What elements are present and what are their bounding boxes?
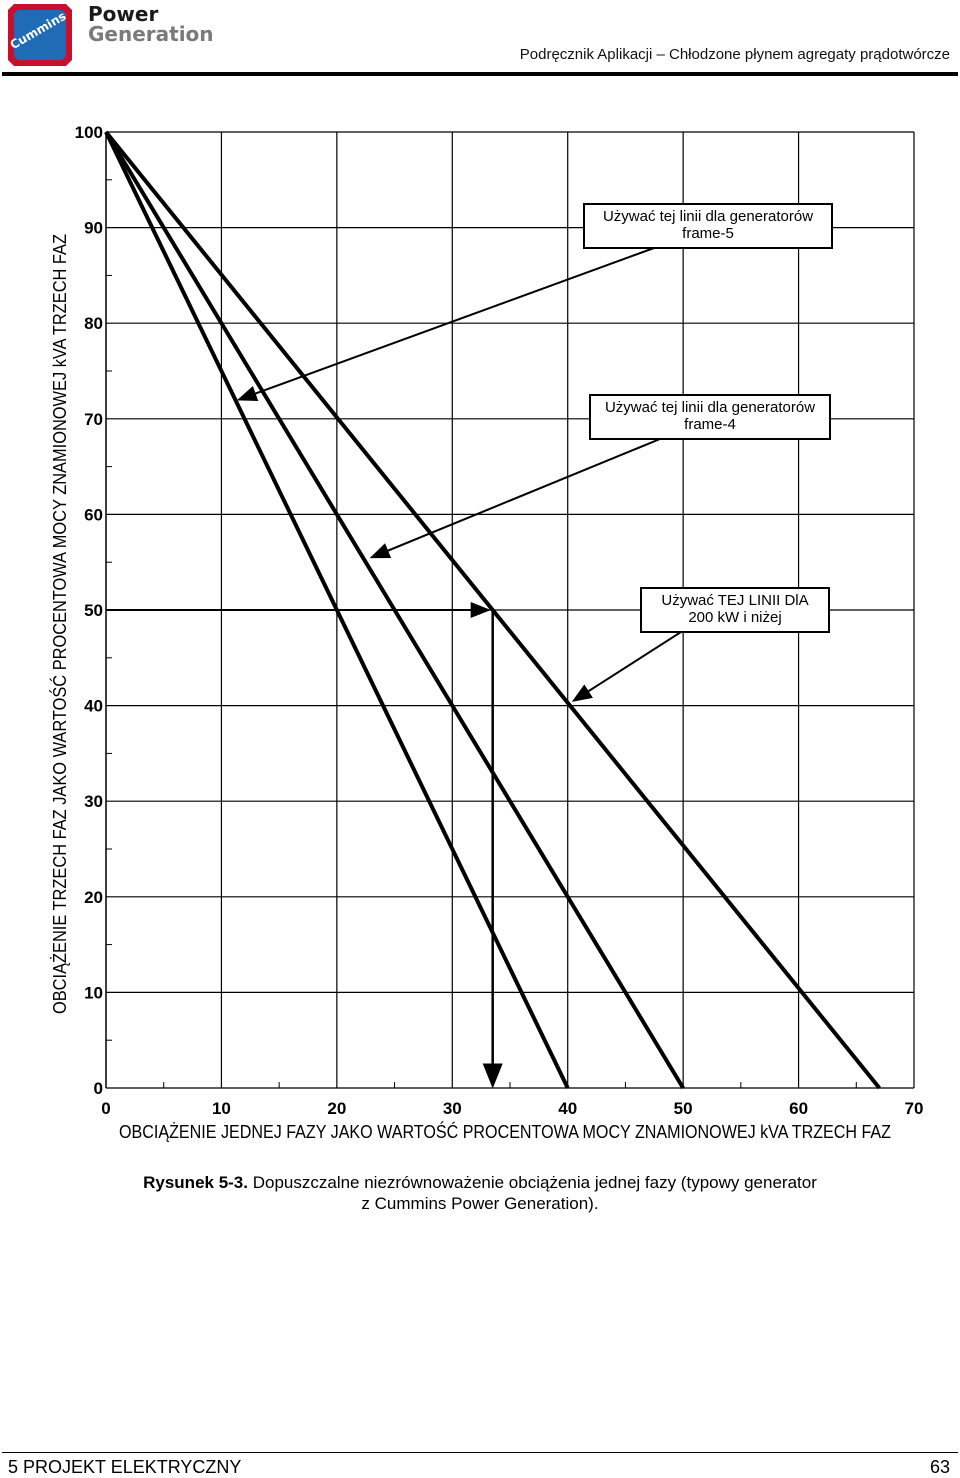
example-path bbox=[106, 602, 503, 1089]
page-number: 63 bbox=[929, 1457, 950, 1477]
x-tick-label: 50 bbox=[674, 1099, 693, 1118]
annotation-arrow bbox=[369, 438, 661, 559]
figure-caption: Rysunek 5-3. Dopuszczalne niezrównoważen… bbox=[0, 1172, 960, 1214]
y-tick-label: 60 bbox=[84, 505, 103, 524]
brand-line1: Power bbox=[88, 2, 159, 26]
y-tick-label: 50 bbox=[84, 601, 103, 620]
annotation-text: frame-5 bbox=[682, 225, 734, 242]
caption-text-line2: z Cummins Power Generation). bbox=[361, 1194, 599, 1213]
x-tick-label: 30 bbox=[443, 1099, 462, 1118]
brand-line2: Generation bbox=[88, 22, 214, 46]
annotation-text: Używać tej linii dla generatorów bbox=[605, 399, 815, 416]
x-axis-label: OBCIĄŻENIE JEDNEJ FAZY JAKO WARTOŚĆ PROC… bbox=[119, 1121, 891, 1142]
annotation-text: 200 kW i niżej bbox=[688, 609, 781, 626]
y-tick-label: 40 bbox=[84, 697, 103, 716]
unbalance-chart: Używać tej linii dla generatorówframe-5U… bbox=[49, 123, 924, 1142]
cummins-logo: Cummins bbox=[8, 4, 72, 66]
annotation-text: frame-4 bbox=[684, 416, 736, 433]
annotation-text: Używać tej linii dla generatorów bbox=[603, 208, 813, 225]
x-tick-label: 10 bbox=[212, 1099, 231, 1118]
y-tick-label: 20 bbox=[84, 888, 103, 907]
annotation-box bbox=[583, 203, 833, 249]
annotation-text: Używać TEJ LINII DlA bbox=[661, 592, 808, 609]
x-tick-label: 0 bbox=[101, 1099, 110, 1118]
section-title: 5 PROJEKT ELEKTRYCZNY bbox=[8, 1457, 242, 1477]
annotations: Używać tej linii dla generatorówframe-5U… bbox=[236, 203, 833, 702]
caption-text: Dopuszczalne niezrównoważenie obciążenia… bbox=[248, 1173, 817, 1192]
x-tick-label: 60 bbox=[789, 1099, 808, 1118]
x-tick-label: 40 bbox=[558, 1099, 577, 1118]
header-divider bbox=[2, 72, 958, 76]
y-tick-label: 10 bbox=[84, 983, 103, 1002]
y-tick-label: 70 bbox=[84, 410, 103, 429]
x-tick-label: 20 bbox=[327, 1099, 346, 1118]
annotation-arrow bbox=[571, 631, 682, 702]
footer-divider bbox=[2, 1452, 958, 1453]
annotation-arrow bbox=[236, 247, 655, 402]
figure-number: Rysunek 5-3. bbox=[143, 1173, 248, 1192]
annotation-box bbox=[589, 394, 831, 440]
x-tick-label: 70 bbox=[905, 1099, 924, 1118]
y-axis-label: OBCIĄŻENIE TRZECH FAZ JAKO WARTOŚĆ PROCE… bbox=[49, 234, 70, 1014]
y-tick-label: 0 bbox=[94, 1079, 103, 1098]
annotation-box bbox=[640, 587, 830, 633]
tick-labels: 0 10 20 30 40 50 60 70 80 90 100 0 10 20 30 40 50 60 70 bbox=[75, 123, 924, 1118]
y-tick-label: 80 bbox=[84, 314, 103, 333]
document-title: Podręcznik Aplikacji – Chłodzone płynem … bbox=[519, 46, 950, 63]
y-tick-label: 30 bbox=[84, 792, 103, 811]
brand-name: Power Generation bbox=[88, 4, 214, 44]
y-tick-label: 100 bbox=[75, 123, 103, 142]
y-tick-label: 90 bbox=[84, 219, 103, 238]
